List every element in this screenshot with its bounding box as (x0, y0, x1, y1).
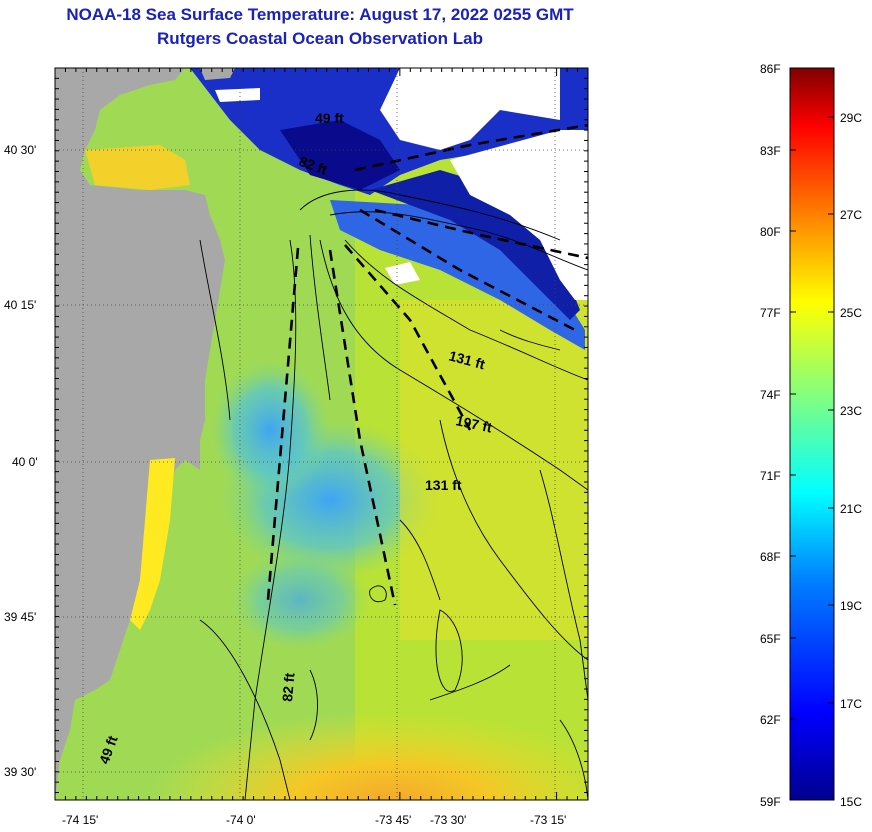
colorbar-ticks (790, 67, 834, 801)
land-mass (200, 68, 235, 80)
colorbar-f-label: 59F (760, 795, 781, 809)
cool-water-patch (210, 360, 330, 500)
shipping-lanes (266, 123, 588, 606)
colorbar-c-label: 23C (840, 404, 863, 418)
cloud-mask (385, 262, 420, 285)
lon-label: -73 15' (530, 813, 567, 827)
cold-water-core (280, 120, 400, 190)
depth-label: 49 ft (315, 110, 344, 126)
map-subtitle: Rutgers Coastal Ocean Observation Lab (157, 29, 483, 48)
cold-water-edge (330, 200, 585, 350)
shipping-lane (359, 208, 576, 332)
depth-label: 82 ft (279, 672, 297, 702)
warm-water-south (150, 640, 588, 800)
cloud-mask (215, 88, 260, 102)
shipping-lane (266, 247, 300, 601)
colorbar-c-label: 29C (840, 111, 863, 125)
colorbar-f-label: 77F (760, 306, 781, 320)
colorbar-c-label: 25C (840, 306, 863, 320)
lat-label: 40 0' (12, 455, 38, 469)
shipping-lane (344, 244, 472, 431)
cloud-mask (450, 130, 588, 300)
colorbar-c-label: 21C (840, 502, 863, 516)
axis-ticks (54, 67, 589, 800)
map-frame (54, 67, 589, 801)
lon-label: -74 0' (226, 813, 256, 827)
colorbar-f-label: 86F (760, 62, 781, 76)
colorbar (789, 67, 835, 801)
colorbar-c-label: 17C (840, 697, 863, 711)
lat-label: 39 30' (4, 765, 37, 779)
lon-label: -73 30' (430, 813, 467, 827)
shipping-lane (328, 249, 397, 606)
land-mass (55, 68, 225, 800)
bay-warm-water (85, 145, 190, 190)
colorbar-f-label: 68F (760, 550, 781, 564)
map-title: NOAA-18 Sea Surface Temperature: August … (66, 5, 574, 24)
colorbar-f-label: 62F (760, 713, 781, 727)
colorbar-c-label: 19C (840, 599, 863, 613)
colorbar-f-label: 65F (760, 632, 781, 646)
depth-label: 197 ft (454, 412, 493, 435)
bathymetry-contours (199, 189, 588, 800)
colorbar-f-label: 71F (760, 469, 781, 483)
depth-label: 131 ft (425, 477, 462, 493)
colorbar-c-label: 27C (840, 208, 863, 222)
cold-water-band (370, 170, 580, 320)
map-gridlines (55, 68, 588, 800)
colorbar-c-label: 15C (840, 795, 863, 809)
warm-water-east (400, 300, 588, 640)
shipping-lane (354, 123, 588, 172)
lat-label: 40 15' (4, 298, 37, 312)
lon-label: -74 15' (62, 813, 99, 827)
lon-label: -73 45' (375, 813, 412, 827)
cool-water-patch (230, 550, 370, 650)
shipping-lane (374, 208, 588, 260)
colorbar-f-label: 74F (760, 388, 781, 402)
lat-label: 39 45' (4, 610, 37, 624)
colorbar-f-label: 83F (760, 144, 781, 158)
cloud-mask (380, 68, 560, 150)
barrier-island (130, 458, 175, 630)
colorbar-f-label: 80F (760, 225, 781, 239)
lat-label: 40 30' (4, 143, 37, 157)
